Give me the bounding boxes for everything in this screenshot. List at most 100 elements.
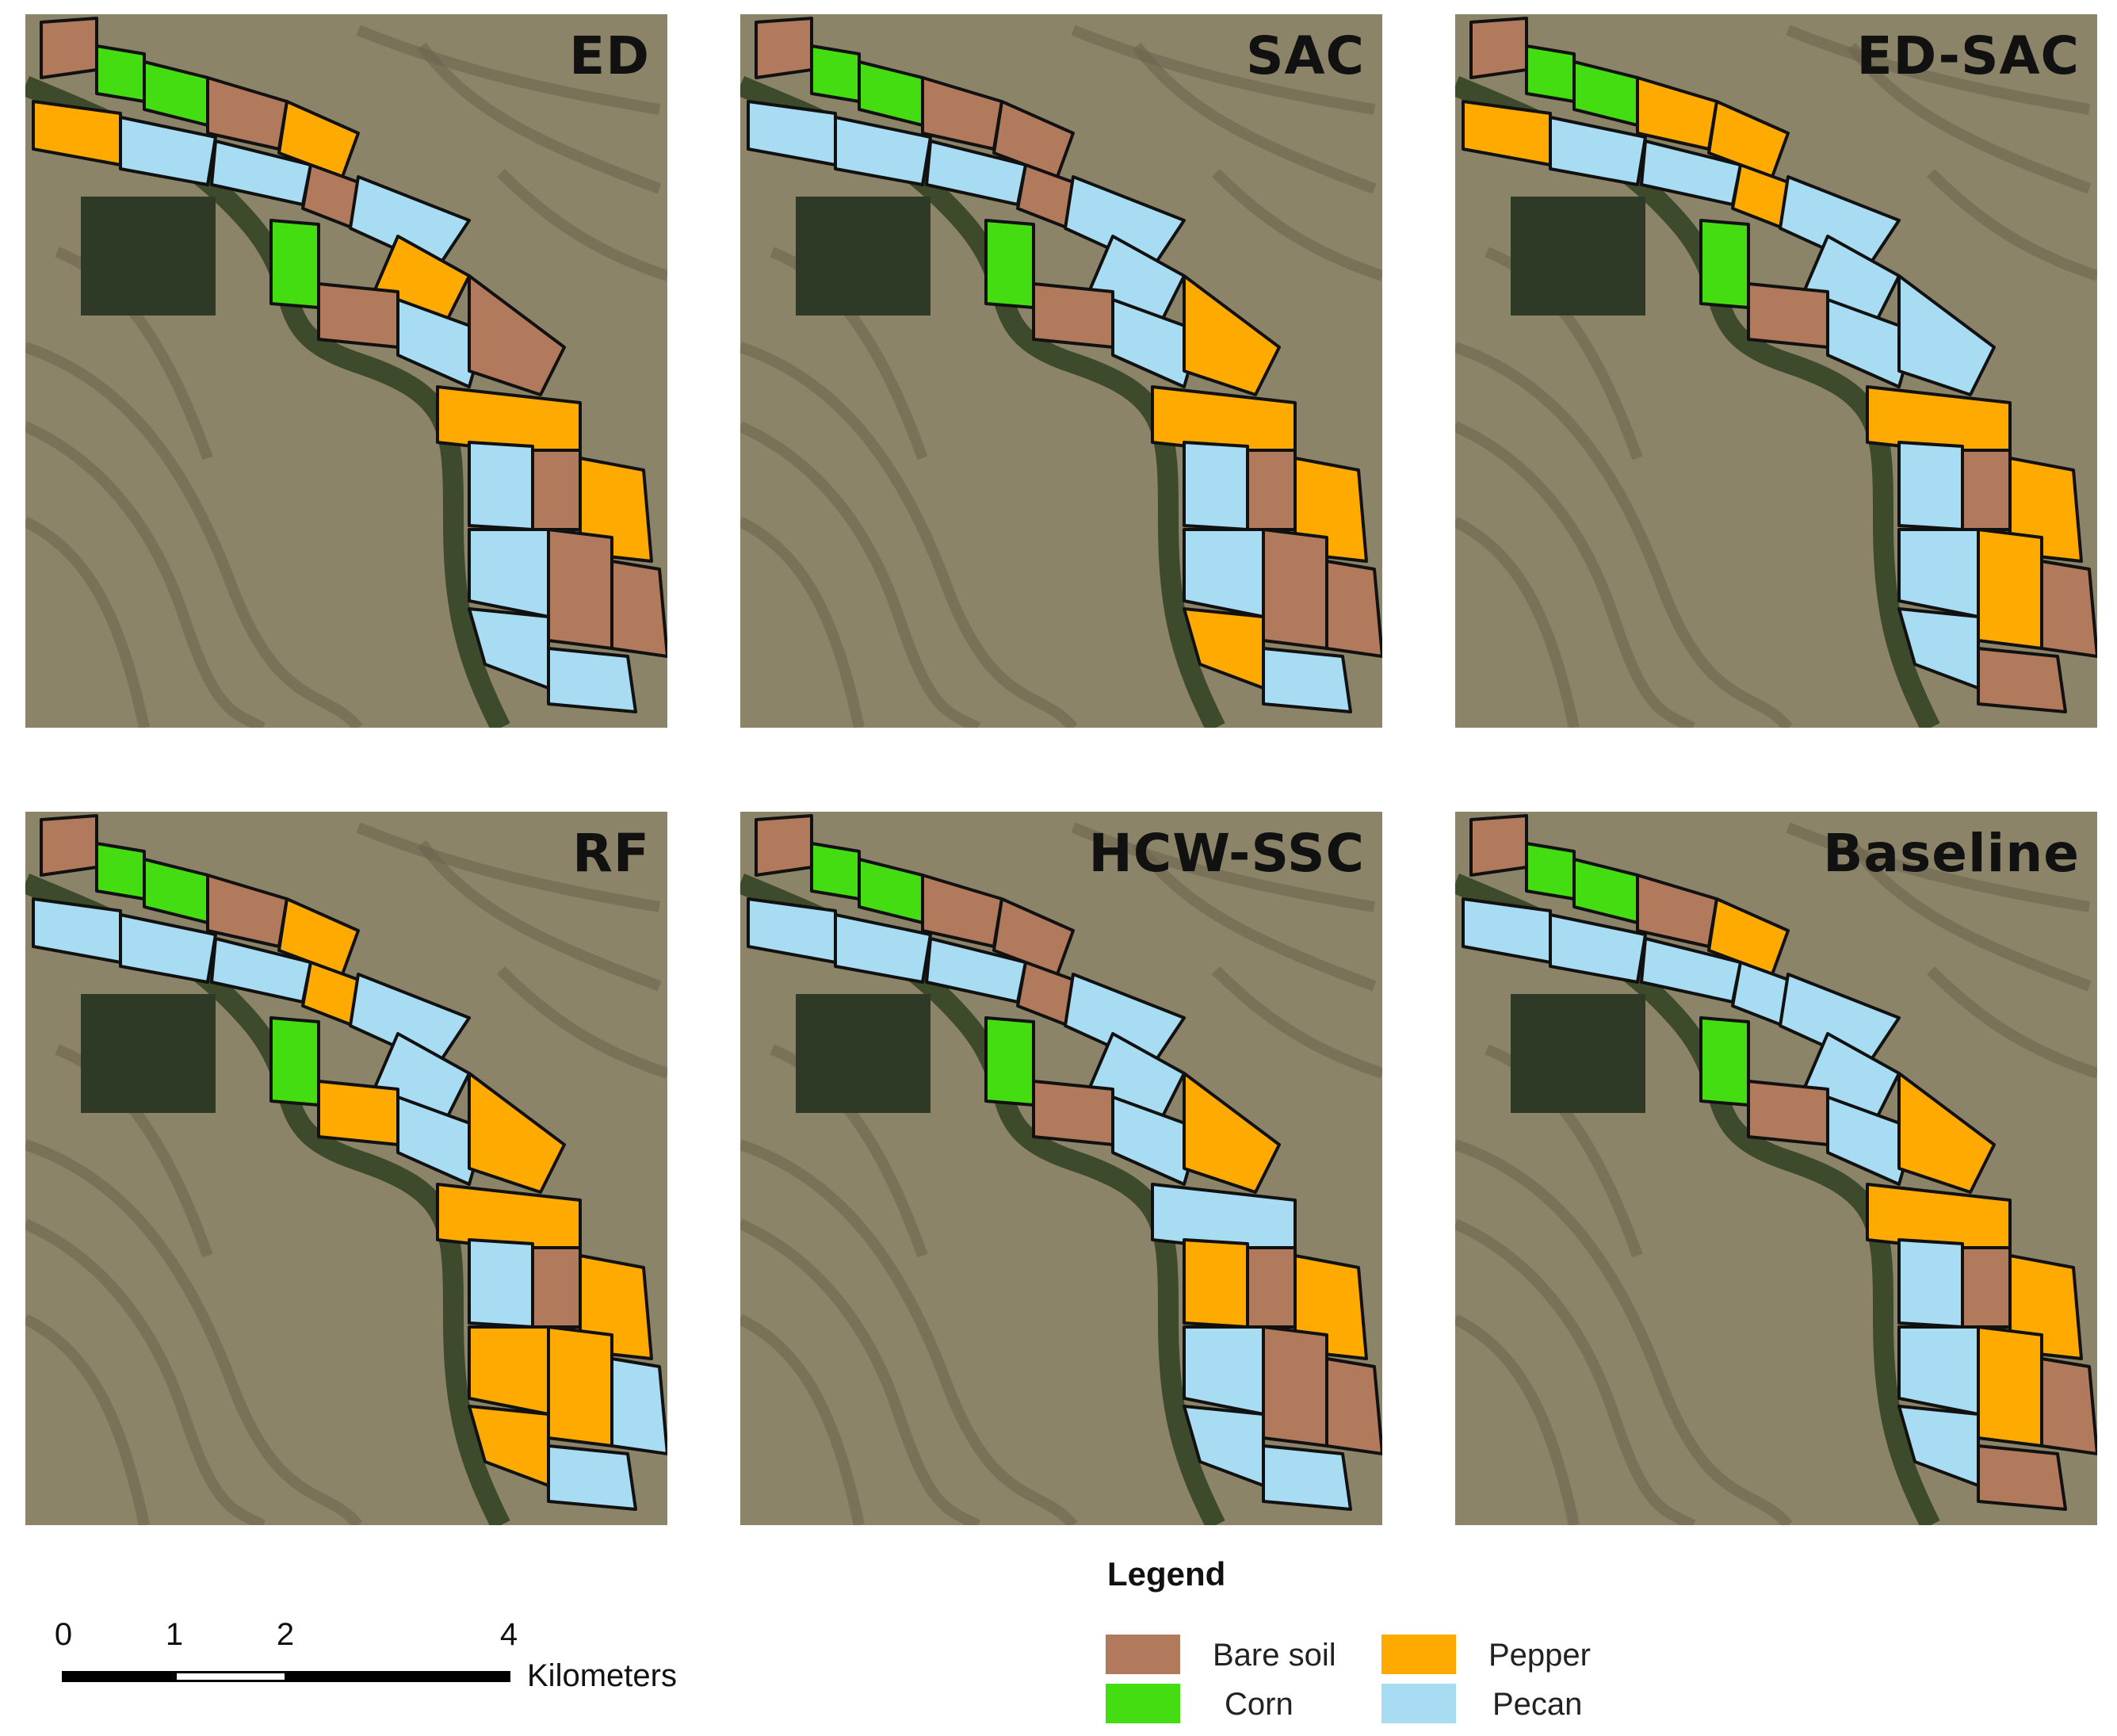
crop-field <box>468 441 534 531</box>
legend-title: Legend <box>1107 1555 1226 1593</box>
terrain-ridge <box>1455 1139 1793 1525</box>
crop-field <box>810 44 861 103</box>
satellite-map <box>1455 14 2097 728</box>
scale-tick-1: 1 <box>165 1617 184 1652</box>
orchard-block <box>1511 994 1645 1113</box>
scale-tick-2: 2 <box>276 1617 295 1652</box>
scale-bar: 0 1 2 4 Kilometers <box>48 1617 729 1728</box>
terrain-ridge <box>25 1313 150 1525</box>
crop-field <box>269 1016 320 1107</box>
crop-field <box>468 528 550 618</box>
terrain-ridge <box>1455 342 1793 728</box>
crop-field <box>1183 274 1281 396</box>
panel-title: ED-SAC <box>1856 25 2080 86</box>
map-legend: Legend Bare soil Pepper Corn Pecan <box>1106 1555 1660 1726</box>
terrain-ridge <box>25 342 363 728</box>
crop-field <box>1262 528 1328 650</box>
terrain-ridge <box>1132 42 1377 194</box>
crop-field <box>1032 282 1114 349</box>
crop-field <box>317 282 399 349</box>
crop-field <box>40 814 98 877</box>
legend-label-pepper: Pepper <box>1488 1638 1591 1673</box>
crop-field <box>810 842 861 901</box>
crop-field <box>95 842 146 901</box>
legend-label-bare-soil: Bare soil <box>1213 1638 1336 1673</box>
crop-field <box>1262 647 1352 713</box>
crop-field <box>317 1080 399 1146</box>
terrain-ridge <box>1455 1218 1696 1525</box>
terrain-ridge <box>740 1313 865 1525</box>
map-panel: ED <box>25 14 667 728</box>
map-panel: HCW-SSC <box>740 812 1382 1525</box>
crop-field <box>468 1238 534 1329</box>
map-panel: ED-SAC <box>1455 14 2097 728</box>
panel-title: HCW-SSC <box>1088 823 1365 884</box>
crop-field <box>1961 449 2012 531</box>
terrain-ridge <box>25 1218 266 1525</box>
legend-swatch-bare-soil <box>1106 1635 1180 1674</box>
crop-field <box>1897 528 1980 618</box>
terrain-ridge <box>1847 839 2092 992</box>
scale-segment-white <box>174 1671 287 1682</box>
orchard-block <box>81 197 216 315</box>
legend-item-pecan: Pecan <box>1381 1684 1643 1725</box>
crop-field <box>1111 298 1202 388</box>
terrain-ridge <box>740 342 1078 728</box>
crop-field <box>1897 1238 1964 1329</box>
map-panel: Baseline <box>1455 812 2097 1525</box>
crop-field <box>1525 842 1576 901</box>
terrain-ridge <box>740 1139 1078 1525</box>
crop-field <box>1977 1444 2067 1511</box>
crop-field <box>1549 913 1647 984</box>
orchard-block <box>796 994 930 1113</box>
terrain-ridge <box>25 516 150 728</box>
terrain-ridge <box>356 25 661 115</box>
legend-item-bare-soil: Bare soil <box>1106 1635 1367 1676</box>
crop-field <box>984 219 1035 309</box>
terrain-ridge <box>1455 516 1580 728</box>
crop-field <box>1183 1072 1281 1194</box>
crop-field <box>547 1325 613 1447</box>
crop-field <box>1826 298 1916 388</box>
crop-field <box>1183 528 1265 618</box>
legend-swatch-corn <box>1106 1684 1180 1723</box>
crop-field <box>1183 1325 1265 1416</box>
crop-field <box>1183 441 1249 531</box>
crop-field <box>1246 1246 1297 1329</box>
panel-title: Baseline <box>1823 823 2080 884</box>
crop-field <box>1469 17 1528 79</box>
scale-segment-black-1 <box>62 1671 176 1682</box>
crop-field <box>547 647 637 713</box>
terrain-ridge <box>497 169 667 281</box>
scale-tick-4: 4 <box>499 1617 518 1652</box>
crop-field <box>834 913 932 984</box>
crop-field <box>1032 1080 1114 1146</box>
scale-segment-black-2 <box>285 1671 510 1682</box>
satellite-map <box>740 812 1382 1525</box>
crop-field <box>468 274 566 396</box>
orchard-block <box>81 994 216 1113</box>
legend-item-corn: Corn <box>1106 1684 1367 1725</box>
crop-field <box>1826 1096 1916 1186</box>
crop-field <box>610 560 667 658</box>
crop-field <box>1699 1016 1750 1107</box>
terrain-ridge <box>1455 1313 1580 1525</box>
terrain-ridge <box>1847 42 2092 194</box>
terrain-ridge <box>740 516 865 728</box>
crop-field <box>984 1016 1035 1107</box>
terrain-ridge <box>25 421 266 728</box>
crop-field <box>1262 1325 1328 1447</box>
crop-field <box>95 44 146 103</box>
terrain-ridge <box>1071 25 1376 115</box>
terrain-ridge <box>1786 822 2091 912</box>
crop-field <box>468 1325 550 1416</box>
crop-field <box>1977 528 2043 650</box>
terrain-ridge <box>740 1218 981 1525</box>
crop-field <box>1325 1357 1382 1455</box>
scale-unit-label: Kilometers <box>527 1658 677 1693</box>
crop-field <box>755 17 813 79</box>
crop-field <box>1897 1325 1980 1416</box>
satellite-map <box>25 812 667 1525</box>
crop-field <box>1747 1080 1829 1146</box>
crop-field <box>547 1444 637 1511</box>
